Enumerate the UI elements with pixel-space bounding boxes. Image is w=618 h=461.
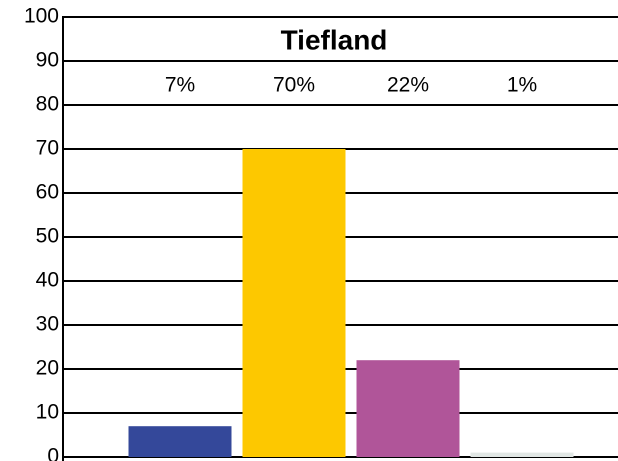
value-label: 1% xyxy=(507,74,537,97)
y-tick-label: 10 xyxy=(36,401,59,424)
bar xyxy=(242,149,346,457)
y-tick-label: 20 xyxy=(36,357,59,380)
y-tick-label: 100 xyxy=(24,5,59,28)
value-label: 70% xyxy=(273,74,315,97)
bar xyxy=(470,452,574,457)
y-tick-label: 60 xyxy=(36,181,59,204)
bar xyxy=(356,360,460,457)
y-tick-label: 70 xyxy=(36,137,59,160)
y-tick-label: 50 xyxy=(36,225,59,248)
y-tick-label: 80 xyxy=(36,93,59,116)
y-tick-label: 90 xyxy=(36,49,59,72)
y-tick-label: 30 xyxy=(36,313,59,336)
chart-title: Tiefland xyxy=(281,24,388,55)
bar xyxy=(128,426,232,457)
y-tick-label: 40 xyxy=(36,269,59,292)
value-label: 7% xyxy=(165,74,195,97)
value-label: 22% xyxy=(387,74,429,97)
y-tick-label: 0 xyxy=(47,445,59,461)
